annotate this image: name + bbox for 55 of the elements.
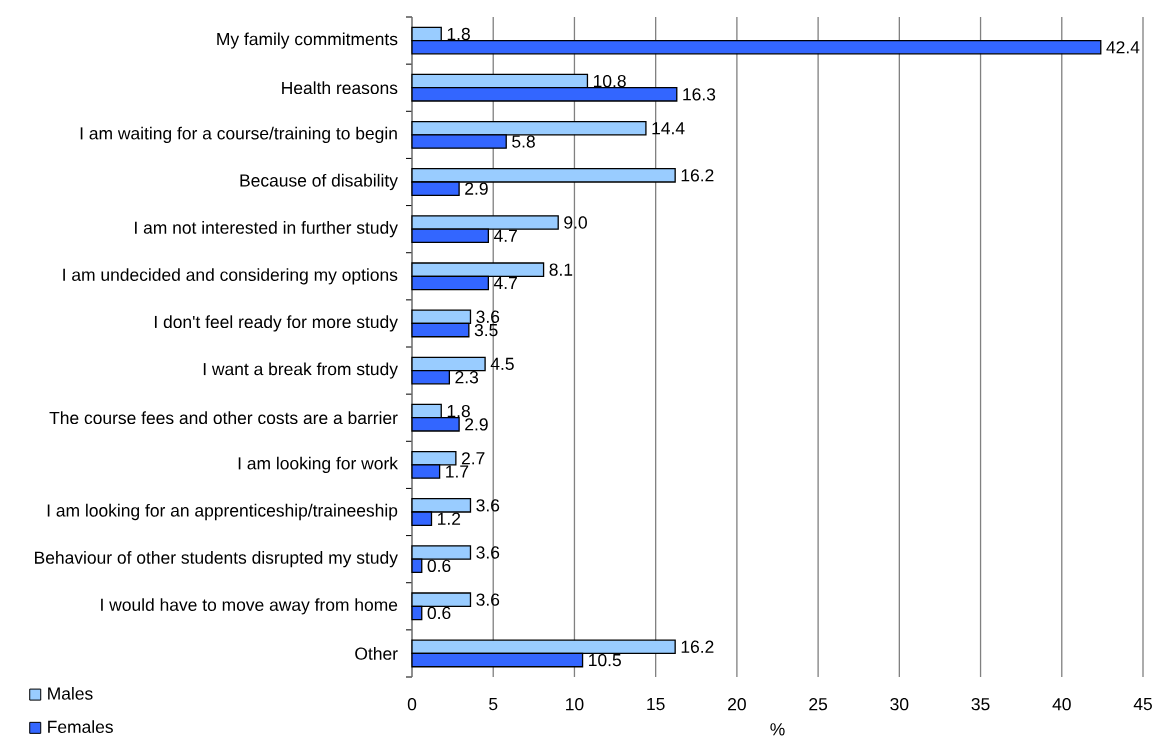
x-tick-label: 0	[407, 698, 417, 711]
x-tick-label: 40	[1052, 698, 1071, 711]
data-label: 10.5	[589, 653, 621, 667]
x-tick-label: 20	[728, 698, 746, 711]
x-tick-label: 25	[809, 698, 828, 711]
legend-label: Females	[48, 720, 113, 734]
data-label: 9.0	[564, 216, 587, 229]
y-tick-label: Behaviour of other students disrupted my study	[35, 551, 398, 568]
data-label: 2.7	[461, 452, 485, 465]
data-label: 5.8	[512, 135, 535, 148]
x-tick-label: 45	[1133, 698, 1152, 711]
data-label: 8.1	[549, 263, 573, 276]
y-tick-label: Health reasons	[282, 81, 398, 95]
data-label: 14.4	[652, 122, 685, 135]
y-tick-label: I would have to move away from home	[101, 598, 398, 615]
data-label: 0.6	[427, 606, 451, 620]
y-tick-label: I am undecided and considering my options	[63, 268, 398, 285]
y-tick-label: I am not interested in further study	[135, 221, 398, 238]
data-label: 4.7	[493, 276, 517, 289]
y-tick-label: I am waiting for a course/training to begin	[80, 126, 397, 143]
y-tick-label: I don't feel ready for more study	[154, 315, 398, 332]
data-label: 2.9	[465, 418, 488, 431]
data-label: 1.8	[447, 27, 470, 41]
y-tick-label: I want a break from study	[203, 362, 398, 379]
data-label: 3.6	[476, 593, 500, 606]
data-label: 2.9	[465, 182, 488, 195]
y-tick-label: The course fees and other costs are a barrier	[49, 411, 398, 425]
x-tick-label: 35	[971, 698, 990, 711]
y-tick-label: Because of disability	[240, 173, 398, 191]
data-label: 4.5	[490, 357, 514, 371]
y-tick-label: I am looking for an apprenticeship/traineeship	[47, 503, 398, 521]
x-tick-label: 30	[890, 698, 909, 711]
data-label: 4.7	[493, 229, 517, 242]
x-tick-label: 10	[566, 698, 584, 711]
data-label: 0.6	[427, 559, 451, 572]
x-tick-label: 5	[489, 698, 498, 711]
data-label: 1.8	[447, 404, 470, 418]
data-label: 1.2	[438, 512, 461, 525]
data-label: 3.5	[474, 323, 498, 337]
x-axis-title: %	[770, 723, 785, 736]
data-label: 3.6	[476, 546, 500, 559]
y-tick-label: My family commitments	[217, 32, 398, 49]
data-label: 1.7	[446, 465, 469, 478]
data-label: 10.8	[593, 74, 626, 88]
data-label: 2.3	[455, 371, 479, 384]
x-tick-label: 15	[647, 698, 665, 711]
y-tick-label: Other	[355, 647, 398, 660]
data-label: 3.6	[476, 499, 500, 512]
data-label: 42.4	[1106, 41, 1140, 54]
legend-label: Males	[48, 686, 93, 700]
data-label: 16.2	[681, 169, 714, 182]
data-label: 3.6	[476, 310, 500, 323]
y-tick-label: I am looking for work	[238, 456, 398, 473]
data-label: 16.2	[681, 640, 714, 653]
data-label: 16.3	[683, 88, 716, 101]
